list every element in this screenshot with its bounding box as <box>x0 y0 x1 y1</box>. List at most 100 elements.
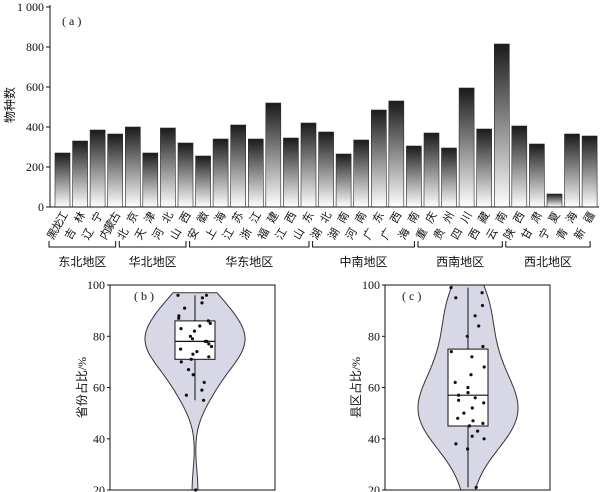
bar <box>406 145 422 208</box>
bar <box>195 155 211 208</box>
data-point <box>200 296 204 300</box>
data-point <box>456 416 460 420</box>
bar <box>335 153 352 208</box>
data-point <box>186 368 191 372</box>
data-point <box>466 385 470 390</box>
y-axis-title: 物种数 <box>2 87 17 123</box>
region-bracket <box>417 241 503 248</box>
bar <box>529 143 545 208</box>
bar <box>564 133 580 208</box>
data-point <box>470 434 474 438</box>
bar <box>511 125 528 208</box>
panel-label: ( b ) <box>134 289 154 303</box>
region-label: 西南地区 <box>436 254 484 269</box>
data-point <box>191 373 195 377</box>
region-label: 西北地区 <box>524 255 572 269</box>
data-point <box>192 329 197 333</box>
bar <box>318 131 334 208</box>
data-point <box>203 339 207 343</box>
data-point <box>208 321 212 325</box>
y-tick-label: 80 <box>93 329 105 343</box>
y-tick-label: 80 <box>368 329 380 343</box>
y-tick-label: 200 <box>26 160 44 174</box>
data-point <box>470 406 474 410</box>
data-point <box>453 380 457 384</box>
region-label: 华北地区 <box>129 255 177 269</box>
box-iqr <box>174 320 216 360</box>
data-point <box>183 306 187 310</box>
data-point <box>176 293 180 297</box>
panel-c-county-share-violin: 20 40 60 80 100 县区占比/% ( c ) <box>348 278 551 492</box>
y-tick-label: 20 <box>368 483 380 492</box>
data-point <box>200 301 204 305</box>
data-point <box>449 350 453 354</box>
bar <box>212 138 229 208</box>
bar <box>89 129 106 208</box>
y-tick-label: 800 <box>26 40 44 54</box>
data-point <box>206 319 210 323</box>
panel-label: ( a ) <box>62 14 81 28</box>
region-label: 东北地区 <box>58 255 106 269</box>
data-point <box>473 396 477 400</box>
bar <box>458 87 475 208</box>
data-point <box>179 360 183 364</box>
data-point <box>466 391 470 395</box>
data-point <box>454 296 458 300</box>
y-axis-title: 县区占比/% <box>348 357 363 418</box>
data-point <box>449 286 453 290</box>
data-point <box>179 327 183 331</box>
y-tick-label: 100 <box>87 278 105 292</box>
data-point <box>195 350 199 354</box>
data-point <box>179 347 183 351</box>
y-axis-title: 省份占比/% <box>74 357 89 418</box>
data-point <box>467 424 471 428</box>
bar <box>423 132 440 208</box>
bar <box>265 102 282 208</box>
y-tick-label: 60 <box>368 381 380 395</box>
data-point <box>470 355 474 359</box>
data-point <box>480 291 484 295</box>
data-point <box>466 447 470 451</box>
y-tick-label: 40 <box>368 432 380 446</box>
panel-b-province-share-violin: 20 40 60 80 100 省份占比/% ( b ) <box>74 278 276 492</box>
data-point <box>200 388 204 392</box>
data-point <box>474 485 478 489</box>
region-label: 华东地区 <box>225 255 273 269</box>
bar <box>493 43 510 208</box>
data-point <box>481 344 485 349</box>
y-tick-label: 20 <box>93 483 105 492</box>
data-point <box>184 393 188 397</box>
bar <box>107 133 123 208</box>
data-point <box>480 303 485 308</box>
data-point <box>198 324 202 328</box>
data-point <box>473 314 477 318</box>
data-point <box>177 316 181 320</box>
data-point <box>191 352 195 356</box>
data-point <box>189 357 193 361</box>
data-point <box>209 344 214 349</box>
y-tick-label: 1 000 <box>17 0 44 14</box>
region-label: 中南地区 <box>339 254 387 269</box>
data-point <box>202 380 206 384</box>
data-point <box>454 442 458 446</box>
bar <box>581 135 598 208</box>
y-tick-label: 40 <box>93 432 105 446</box>
data-point <box>481 421 485 425</box>
panel-label: ( c ) <box>402 289 421 303</box>
data-point <box>204 293 209 297</box>
region-bracket <box>48 241 117 248</box>
data-point <box>207 342 211 346</box>
data-point <box>190 337 195 341</box>
bar <box>142 152 159 208</box>
bar <box>353 139 370 208</box>
data-point <box>469 373 473 377</box>
data-point <box>457 398 461 402</box>
data-point <box>465 334 469 338</box>
data-point <box>457 393 461 397</box>
bar <box>388 100 405 208</box>
data-point <box>477 324 481 328</box>
data-point <box>177 314 181 318</box>
bar <box>54 152 71 208</box>
